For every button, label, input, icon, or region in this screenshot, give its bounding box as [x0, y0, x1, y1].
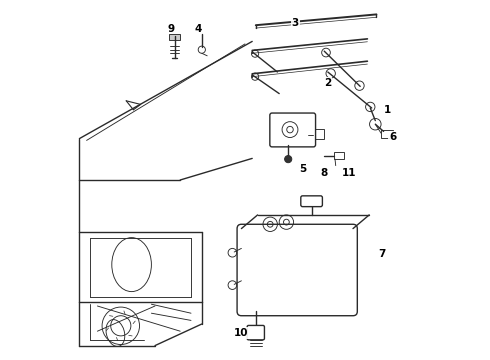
FancyBboxPatch shape [237, 224, 357, 316]
Bar [314, 129, 324, 139]
FancyBboxPatch shape [247, 325, 265, 340]
Text: 4: 4 [195, 24, 202, 34]
Text: 1: 1 [384, 105, 391, 115]
Text: 6: 6 [389, 132, 396, 142]
Circle shape [285, 156, 292, 163]
Bar [170, 34, 180, 40]
Bar [334, 152, 344, 159]
FancyBboxPatch shape [270, 113, 316, 147]
Text: 7: 7 [378, 249, 386, 259]
FancyBboxPatch shape [301, 196, 322, 207]
Text: 10: 10 [234, 328, 248, 338]
Bar [381, 130, 392, 138]
Text: 3: 3 [292, 18, 299, 28]
Text: 11: 11 [342, 168, 357, 178]
Text: 5: 5 [299, 164, 306, 174]
Text: 9: 9 [168, 24, 175, 34]
Text: 2: 2 [324, 78, 331, 88]
Text: 8: 8 [320, 168, 328, 178]
